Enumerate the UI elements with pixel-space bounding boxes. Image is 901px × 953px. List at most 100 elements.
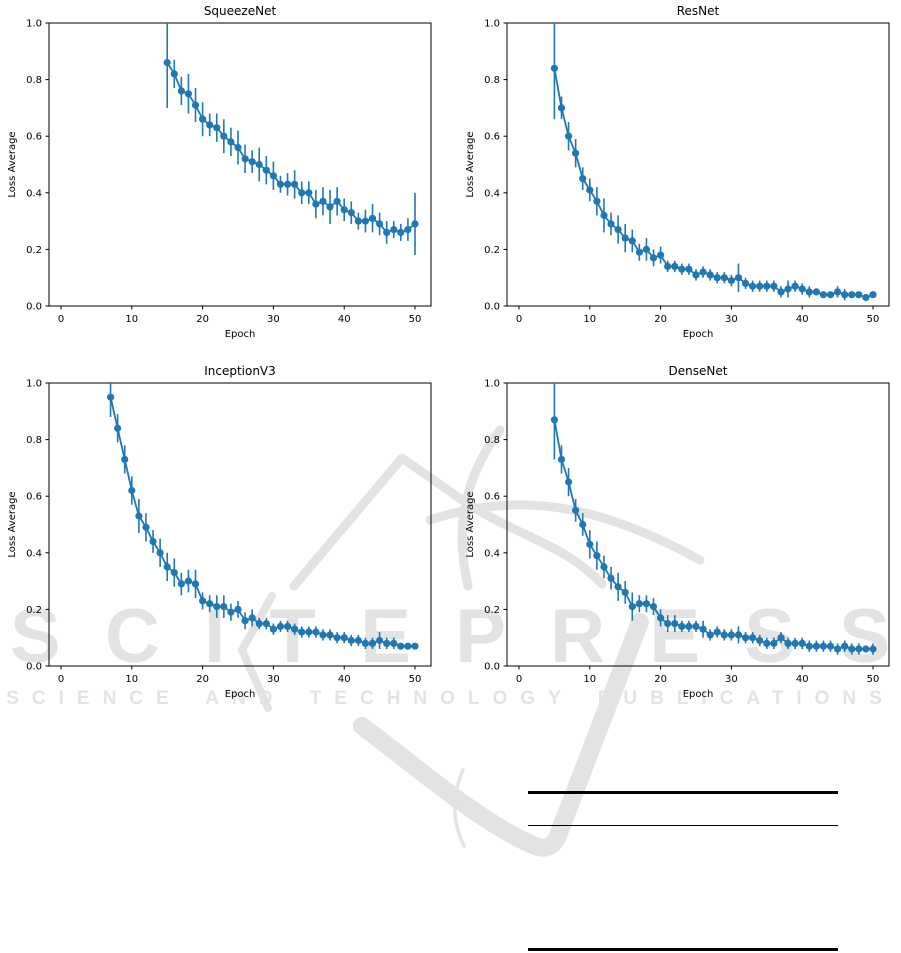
- series-line: [553, 68, 874, 299]
- tick-labels: 0.0 0.2 0.4 0.6 0.8 1.0 0 10 20 30 40 50: [484, 19, 879, 326]
- data-point: [227, 138, 235, 146]
- data-point: [586, 540, 594, 548]
- data-point: [340, 206, 348, 214]
- data-point: [291, 180, 299, 188]
- data-point: [819, 291, 827, 299]
- data-point: [713, 628, 721, 636]
- data-point: [579, 175, 587, 183]
- data-point: [649, 254, 658, 262]
- data-point: [635, 600, 643, 608]
- data-point: [291, 625, 299, 633]
- watermark-letter: S: [839, 594, 890, 679]
- data-point: [404, 226, 412, 234]
- data-point: [657, 251, 665, 259]
- data-point: [621, 588, 629, 596]
- y-axis-label: Loss Average: [465, 131, 476, 197]
- data-point: [572, 506, 580, 514]
- data-point: [191, 101, 200, 109]
- data-point: [706, 271, 714, 279]
- data-point: [692, 271, 700, 279]
- data-point: [770, 282, 778, 290]
- data-point: [848, 291, 856, 299]
- error-bars: [553, 383, 874, 655]
- markers: [107, 393, 419, 650]
- series-line: [109, 397, 415, 648]
- data-point: [376, 220, 384, 228]
- data-point: [784, 639, 792, 647]
- data-point: [713, 274, 721, 282]
- y-axis-label: Loss Average: [465, 491, 476, 557]
- data-point: [812, 642, 820, 650]
- x-tick-label: 30: [267, 314, 280, 325]
- y-tick-label: 0.8: [484, 75, 500, 86]
- data-point: [220, 603, 228, 611]
- data-point: [163, 563, 171, 571]
- error-bars: [109, 383, 416, 650]
- data-point: [586, 186, 594, 194]
- data-point: [579, 520, 587, 529]
- data-point: [241, 617, 249, 625]
- data-point: [241, 155, 249, 163]
- data-point: [121, 455, 129, 463]
- data-point: [841, 291, 849, 299]
- chart-inceptionv3: 0.0 0.2 0.4 0.6 0.8 1.0 0 10 20 30 40 50 InceptionV3…: [7, 364, 432, 700]
- markers: [163, 59, 419, 236]
- x-tick-label: 30: [725, 314, 738, 325]
- data-point: [565, 478, 573, 486]
- error-bars: [166, 23, 416, 256]
- data-point: [354, 636, 362, 645]
- data-point: [699, 268, 707, 276]
- data-point: [269, 172, 277, 180]
- watermark-letter: E: [649, 594, 701, 679]
- y-tick-label: 0.6: [26, 492, 42, 503]
- data-point: [284, 622, 292, 630]
- data-point: [390, 226, 398, 234]
- series-line: [553, 419, 873, 650]
- x-axis-label: Epoch: [683, 689, 714, 700]
- data-point: [220, 132, 228, 140]
- data-point: [777, 634, 785, 642]
- x-tick-label: 0: [58, 314, 64, 325]
- x-tick-label: 40: [338, 314, 351, 325]
- logo-mountain-outline: [289, 453, 457, 591]
- data-point: [855, 291, 863, 299]
- data-point: [276, 180, 285, 188]
- y-tick-label: 0.0: [484, 302, 500, 313]
- data-point: [177, 580, 185, 588]
- data-point: [319, 197, 327, 205]
- data-point: [834, 288, 842, 296]
- x-tick-label: 40: [338, 674, 351, 685]
- data-point: [404, 642, 412, 650]
- logo-cross-arc: [425, 500, 705, 565]
- data-point: [368, 639, 377, 647]
- data-point: [727, 631, 735, 639]
- data-point: [734, 274, 743, 282]
- data-point: [298, 189, 306, 197]
- data-point: [206, 121, 214, 129]
- table-rule-header: [528, 825, 838, 827]
- axes-frame: [48, 22, 432, 307]
- data-point: [397, 642, 405, 650]
- data-point: [826, 642, 835, 650]
- y-tick-label: 0.8: [26, 75, 42, 86]
- data-point: [184, 577, 192, 585]
- data-point: [206, 600, 214, 608]
- data-point: [770, 639, 778, 647]
- data-point: [550, 64, 558, 72]
- data-point: [628, 237, 636, 245]
- data-point: [862, 645, 870, 653]
- data-point: [862, 293, 870, 302]
- data-point: [191, 580, 200, 588]
- x-tick-label: 10: [125, 674, 138, 685]
- x-tick-label: 20: [196, 314, 209, 325]
- data-point: [678, 265, 686, 273]
- data-point: [361, 639, 369, 647]
- table-rule-top: [528, 791, 838, 794]
- watermark-letter: E: [360, 594, 411, 679]
- data-point: [354, 217, 362, 225]
- y-tick-label: 0.2: [26, 245, 42, 256]
- data-point: [614, 583, 622, 591]
- data-point: [170, 70, 178, 78]
